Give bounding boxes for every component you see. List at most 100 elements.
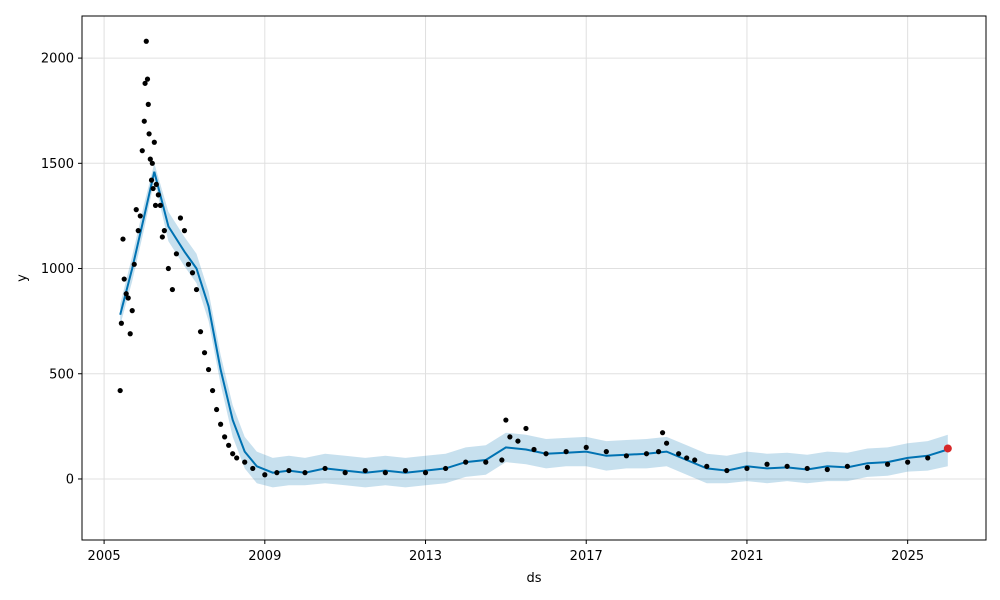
observed-point: [155, 192, 161, 198]
x-axis-label: ds: [526, 571, 541, 586]
observed-point: [193, 286, 200, 293]
observed-point: [226, 442, 232, 448]
observed-point: [242, 459, 248, 465]
observed-point: [234, 455, 240, 461]
observed-point: [197, 329, 204, 335]
observed-point: [744, 465, 750, 472]
observed-point: [181, 228, 188, 234]
observed-point: [177, 215, 184, 221]
observed-point: [422, 470, 429, 476]
observed-point: [623, 453, 630, 459]
observed-point: [286, 467, 292, 474]
observed-point: [145, 101, 151, 107]
observed-point: [905, 459, 911, 465]
observed-point: [603, 449, 609, 455]
observed-point: [463, 459, 469, 465]
observed-point: [153, 181, 159, 187]
observed-point: [148, 177, 155, 183]
observed-point: [824, 466, 830, 473]
observed-point: [250, 465, 256, 472]
observed-point: [925, 455, 931, 461]
observed-point: [146, 131, 152, 137]
x-tick-label: 2017: [570, 549, 603, 564]
y-axis-label: y: [15, 274, 30, 282]
observed-point: [141, 118, 147, 124]
observed-point: [322, 465, 328, 472]
observed-point: [684, 455, 690, 461]
observed-point: [152, 202, 159, 208]
observed-point: [218, 421, 224, 427]
y-tick-label: 500: [49, 367, 74, 382]
observed-points-layer: [117, 38, 951, 478]
observed-point: [131, 261, 137, 267]
observed-point: [149, 160, 155, 166]
observed-point: [503, 417, 509, 423]
observed-point: [165, 265, 171, 272]
observed-point: [692, 457, 698, 463]
observed-point: [209, 387, 216, 394]
x-tick-label: 2025: [891, 549, 924, 564]
y-axis-ticks: 0 500 1000 1500 2000: [41, 52, 82, 487]
observed-point: [213, 406, 220, 413]
forecast-line-layer: [119, 171, 949, 474]
observed-point: [804, 465, 810, 472]
observed-point: [173, 251, 180, 257]
observed-point: [864, 464, 871, 470]
observed-point: [205, 366, 212, 373]
observed-point: [189, 270, 196, 276]
observed-point: [150, 185, 156, 192]
observed-point: [342, 470, 348, 476]
observed-point: [121, 276, 127, 282]
observed-point: [151, 139, 157, 145]
gridlines: [82, 16, 986, 540]
observed-point: [144, 76, 151, 82]
observed-point: [147, 156, 153, 162]
observed-point: [274, 470, 280, 476]
observed-point: [531, 446, 537, 453]
observed-point: [507, 434, 513, 440]
uncertainty-band: [120, 163, 948, 488]
observed-point: [123, 291, 129, 297]
x-tick-label: 2009: [248, 549, 281, 564]
observed-point: [118, 320, 124, 326]
observed-point: [143, 38, 149, 44]
observed-point: [129, 308, 135, 314]
observed-point: [563, 449, 569, 455]
observed-point: [443, 465, 449, 472]
observed-point: [499, 457, 505, 463]
observed-point: [139, 148, 145, 154]
x-axis-ticks: 2005 2009 2013 2017 2021 2025: [88, 540, 924, 564]
x-tick-label: 2013: [409, 549, 442, 564]
observed-point: [133, 207, 139, 213]
uncertainty-band-layer: [120, 163, 948, 488]
observed-point: [230, 451, 236, 457]
observed-point: [169, 286, 175, 293]
observed-point: [362, 467, 368, 474]
observed-point: [663, 440, 670, 446]
highlight-point: [943, 444, 952, 453]
observed-point: [523, 425, 529, 432]
observed-point: [135, 228, 141, 234]
observed-point: [515, 438, 521, 444]
y-tick-label: 1000: [41, 262, 74, 277]
y-tick-label: 1500: [41, 157, 74, 172]
observed-point: [157, 202, 163, 208]
observed-point: [137, 213, 143, 219]
observed-point: [643, 451, 650, 457]
observed-point: [120, 236, 126, 242]
y-tick-label: 0: [66, 472, 74, 487]
observed-point: [159, 234, 165, 240]
observed-point: [402, 467, 409, 474]
y-tick-label: 2000: [41, 52, 74, 67]
observed-point: [222, 434, 228, 440]
forecast-line: [119, 171, 949, 474]
highlight-layer: [943, 444, 952, 453]
observed-point: [201, 350, 208, 356]
observed-point: [117, 387, 123, 394]
observed-point: [127, 331, 133, 337]
observed-point: [583, 444, 589, 451]
observed-point: [676, 451, 682, 457]
observed-point: [655, 449, 662, 455]
observed-point: [704, 463, 710, 469]
observed-point: [382, 470, 388, 476]
